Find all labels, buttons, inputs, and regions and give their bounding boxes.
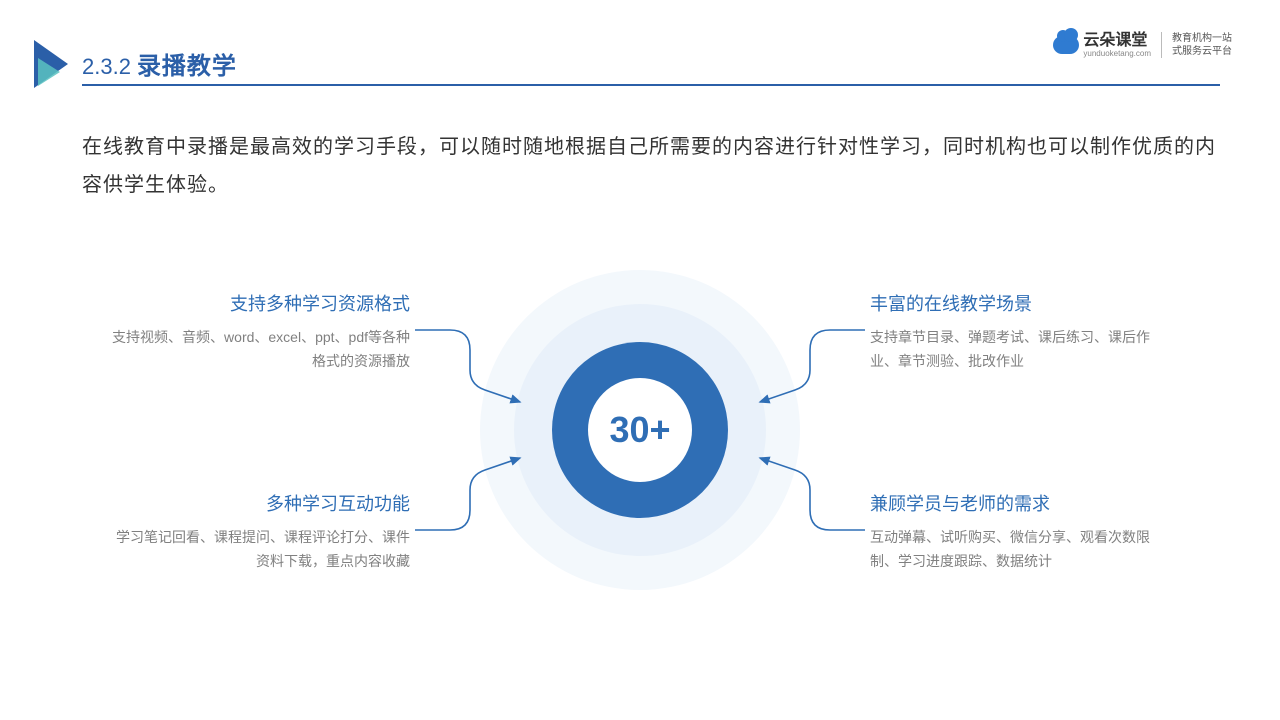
brand-slogan-l2: 式服务云平台: [1172, 45, 1232, 58]
feature-top-right: 丰富的在线教学场景 支持章节目录、弹题考试、课后练习、课后作业、章节测验、批改作…: [870, 290, 1170, 374]
play-icon: [34, 40, 68, 88]
center-value: 30+: [609, 409, 670, 451]
title-underline: [82, 84, 1220, 86]
feature-title: 支持多种学习资源格式: [110, 290, 410, 316]
feature-bottom-left: 多种学习互动功能 学习笔记回看、课程提问、课程评论打分、课件资料下载，重点内容收…: [110, 490, 410, 574]
feature-desc: 互动弹幕、试听购买、微信分享、观看次数限制、学习进度跟踪、数据统计: [870, 526, 1170, 574]
brand-slogan: 教育机构一站 式服务云平台: [1172, 32, 1232, 58]
center-diagram: 30+: [480, 270, 800, 590]
feature-title: 多种学习互动功能: [110, 490, 410, 516]
feature-bottom-right: 兼顾学员与老师的需求 互动弹幕、试听购买、微信分享、观看次数限制、学习进度跟踪、…: [870, 490, 1170, 574]
brand-divider: [1161, 32, 1162, 58]
feature-title: 丰富的在线教学场景: [870, 290, 1170, 316]
brand-domain: yunduoketang.com: [1083, 49, 1151, 58]
intro-paragraph: 在线教育中录播是最高效的学习手段，可以随时随地根据自己所需要的内容进行针对性学习…: [82, 128, 1218, 204]
feature-desc: 学习笔记回看、课程提问、课程评论打分、课件资料下载，重点内容收藏: [110, 526, 410, 574]
feature-title: 兼顾学员与老师的需求: [870, 490, 1170, 516]
brand-block: 云朵课堂 yunduoketang.com 教育机构一站 式服务云平台: [1053, 32, 1232, 58]
brand-name: 云朵课堂: [1083, 33, 1151, 49]
brand-slogan-l1: 教育机构一站: [1172, 32, 1232, 45]
feature-top-left: 支持多种学习资源格式 支持视频、音频、word、excel、ppt、pdf等各种…: [110, 290, 410, 374]
cloud-icon: [1053, 36, 1079, 54]
title-row: 2.3.2 录播教学: [82, 46, 237, 81]
slide-title: 录播教学: [137, 46, 237, 81]
brand-logo: 云朵课堂 yunduoketang.com: [1053, 33, 1151, 58]
feature-desc: 支持章节目录、弹题考试、课后练习、课后作业、章节测验、批改作业: [870, 326, 1170, 374]
section-number: 2.3.2: [82, 54, 131, 80]
feature-desc: 支持视频、音频、word、excel、ppt、pdf等各种格式的资源播放: [110, 326, 410, 374]
ring-inner: 30+: [588, 378, 692, 482]
